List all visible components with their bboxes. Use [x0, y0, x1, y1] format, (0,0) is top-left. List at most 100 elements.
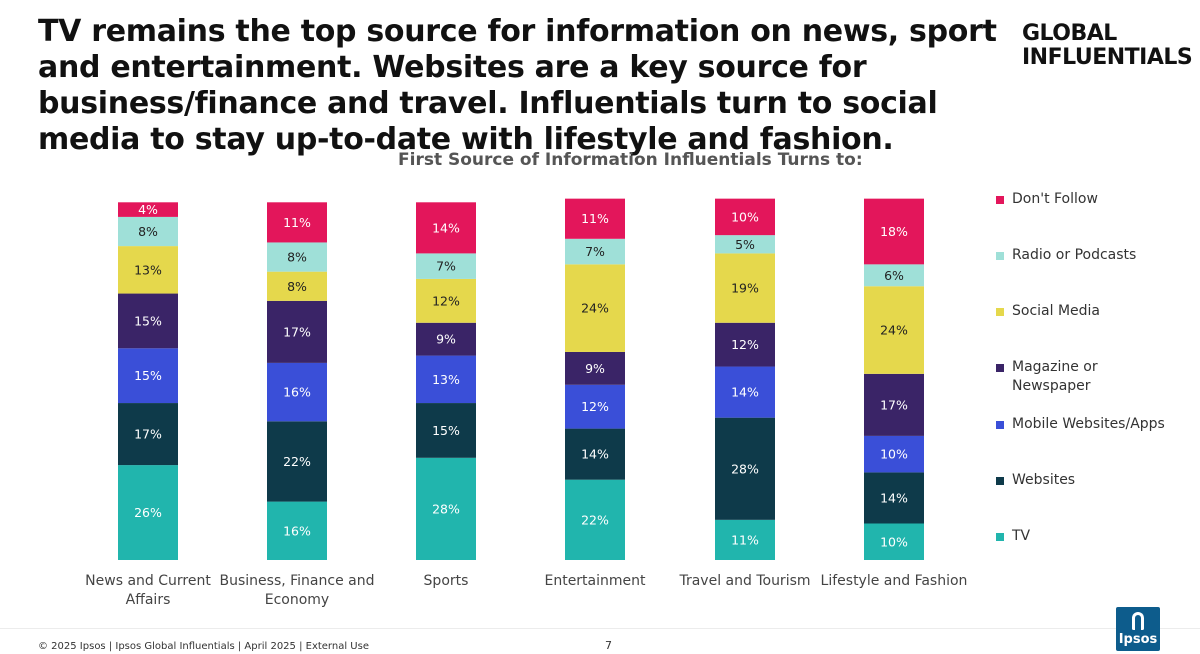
legend-swatch: [996, 477, 1004, 485]
data-label: 24%: [581, 301, 609, 316]
bar-segment: [715, 322, 775, 367]
footer-divider: [0, 628, 1200, 629]
data-label: 12%: [581, 399, 609, 414]
bar-segment: [267, 501, 327, 560]
data-label: 10%: [731, 209, 759, 224]
bar-segment: [118, 216, 178, 247]
bar-segment: [416, 403, 476, 458]
bar-segment: [416, 202, 476, 254]
data-label: 5%: [735, 237, 755, 252]
data-label: 10%: [880, 447, 908, 462]
bar-segment: [565, 198, 625, 239]
footer-text: © 2025 Ipsos | Ipsos Global Influentials…: [38, 641, 369, 652]
bar-segment: [118, 348, 178, 404]
legend-label: Mobile Websites/Apps: [1012, 416, 1165, 432]
chart-title: First Source of Information Influentials…: [398, 150, 863, 170]
legend-label: Websites: [1012, 472, 1076, 488]
data-label: 17%: [134, 427, 162, 442]
ipsos-logo-text: Ipsos: [1118, 632, 1158, 647]
category-label: Travel and Tourism: [678, 573, 810, 589]
data-label: 4%: [138, 202, 158, 217]
ipsos-logo-icon: [1132, 612, 1144, 630]
data-label: 15%: [134, 368, 162, 383]
category-label: Lifestyle and Fashion: [821, 573, 968, 589]
data-label: 9%: [436, 332, 456, 347]
bar-segment: [715, 519, 775, 560]
bar-segment: [565, 479, 625, 560]
data-label: 9%: [585, 361, 605, 376]
bar-segment: [118, 465, 178, 560]
data-label: 14%: [880, 490, 908, 505]
bar-segment: [416, 253, 476, 279]
legend-item: TV: [996, 527, 1172, 546]
data-label: 10%: [880, 534, 908, 549]
bar-segment: [565, 428, 625, 480]
legend-item: Radio or Podcasts: [996, 246, 1172, 265]
data-label: 14%: [581, 447, 609, 462]
bar-segment: [864, 286, 924, 374]
legend-item: Mobile Websites/Apps: [996, 415, 1172, 434]
bar-segment: [565, 238, 625, 265]
bar-segment: [267, 300, 327, 363]
legend-label: TV: [1012, 528, 1031, 544]
legend-item: Don't Follow: [996, 190, 1172, 209]
bar-segment: [118, 246, 178, 294]
data-label: 16%: [283, 385, 311, 400]
category-label: News and Current: [85, 573, 211, 589]
bar-segment: [565, 384, 625, 429]
legend-swatch: [996, 252, 1004, 260]
data-label: 14%: [731, 385, 759, 400]
bar-segment: [565, 351, 625, 385]
bar-segment: [715, 198, 775, 236]
bar-segment: [565, 264, 625, 352]
data-label: 26%: [134, 505, 162, 520]
data-label: 7%: [585, 244, 605, 259]
data-label: 11%: [731, 532, 759, 547]
bar-segment: [864, 472, 924, 524]
data-label: 19%: [731, 281, 759, 296]
bar-segment: [118, 293, 178, 349]
bar-segment: [864, 198, 924, 265]
bar-segment: [715, 417, 775, 520]
bar-segment: [715, 235, 775, 254]
data-label: 12%: [432, 293, 460, 308]
legend-item: Social Media: [996, 302, 1172, 321]
bar-segment: [864, 523, 924, 560]
data-label: 28%: [731, 461, 759, 476]
data-label: 22%: [283, 454, 311, 469]
page-number: 7: [605, 639, 612, 652]
category-label: Affairs: [126, 592, 171, 608]
bar-segment: [118, 403, 178, 466]
data-label: 11%: [581, 211, 609, 226]
data-label: 17%: [880, 397, 908, 412]
data-label: 18%: [880, 224, 908, 239]
legend-item: Websites: [996, 471, 1172, 490]
data-label: 8%: [287, 279, 307, 294]
data-label: 13%: [432, 372, 460, 387]
bar-segment: [715, 366, 775, 418]
bar-segment: [267, 362, 327, 422]
category-label: Economy: [265, 592, 329, 608]
legend-label: Radio or Podcasts: [1012, 247, 1137, 263]
brand-line-1: GLOBAL: [1022, 21, 1117, 46]
data-label: 12%: [731, 337, 759, 352]
legend-label: Social Media: [1012, 303, 1101, 319]
headline: TV remains the top source for informatio…: [38, 14, 997, 157]
legend-swatch: [996, 533, 1004, 541]
legend-label: Don't Follow: [1012, 191, 1098, 207]
category-label: Sports: [424, 573, 469, 589]
bar-segment: [864, 264, 924, 287]
data-label: 8%: [138, 224, 158, 239]
data-label: 16%: [283, 523, 311, 538]
legend-label: Magazine or Newspaper: [1012, 359, 1098, 394]
category-label: Business, Finance and: [220, 573, 375, 589]
bar-segment: [416, 278, 476, 323]
data-label: 22%: [581, 512, 609, 527]
data-label: 14%: [432, 220, 460, 235]
legend-item: Magazine or Newspaper: [996, 358, 1172, 396]
bar-segment: [118, 202, 178, 217]
bar-segment: [864, 373, 924, 436]
data-label: 15%: [432, 423, 460, 438]
data-label: 24%: [880, 323, 908, 338]
